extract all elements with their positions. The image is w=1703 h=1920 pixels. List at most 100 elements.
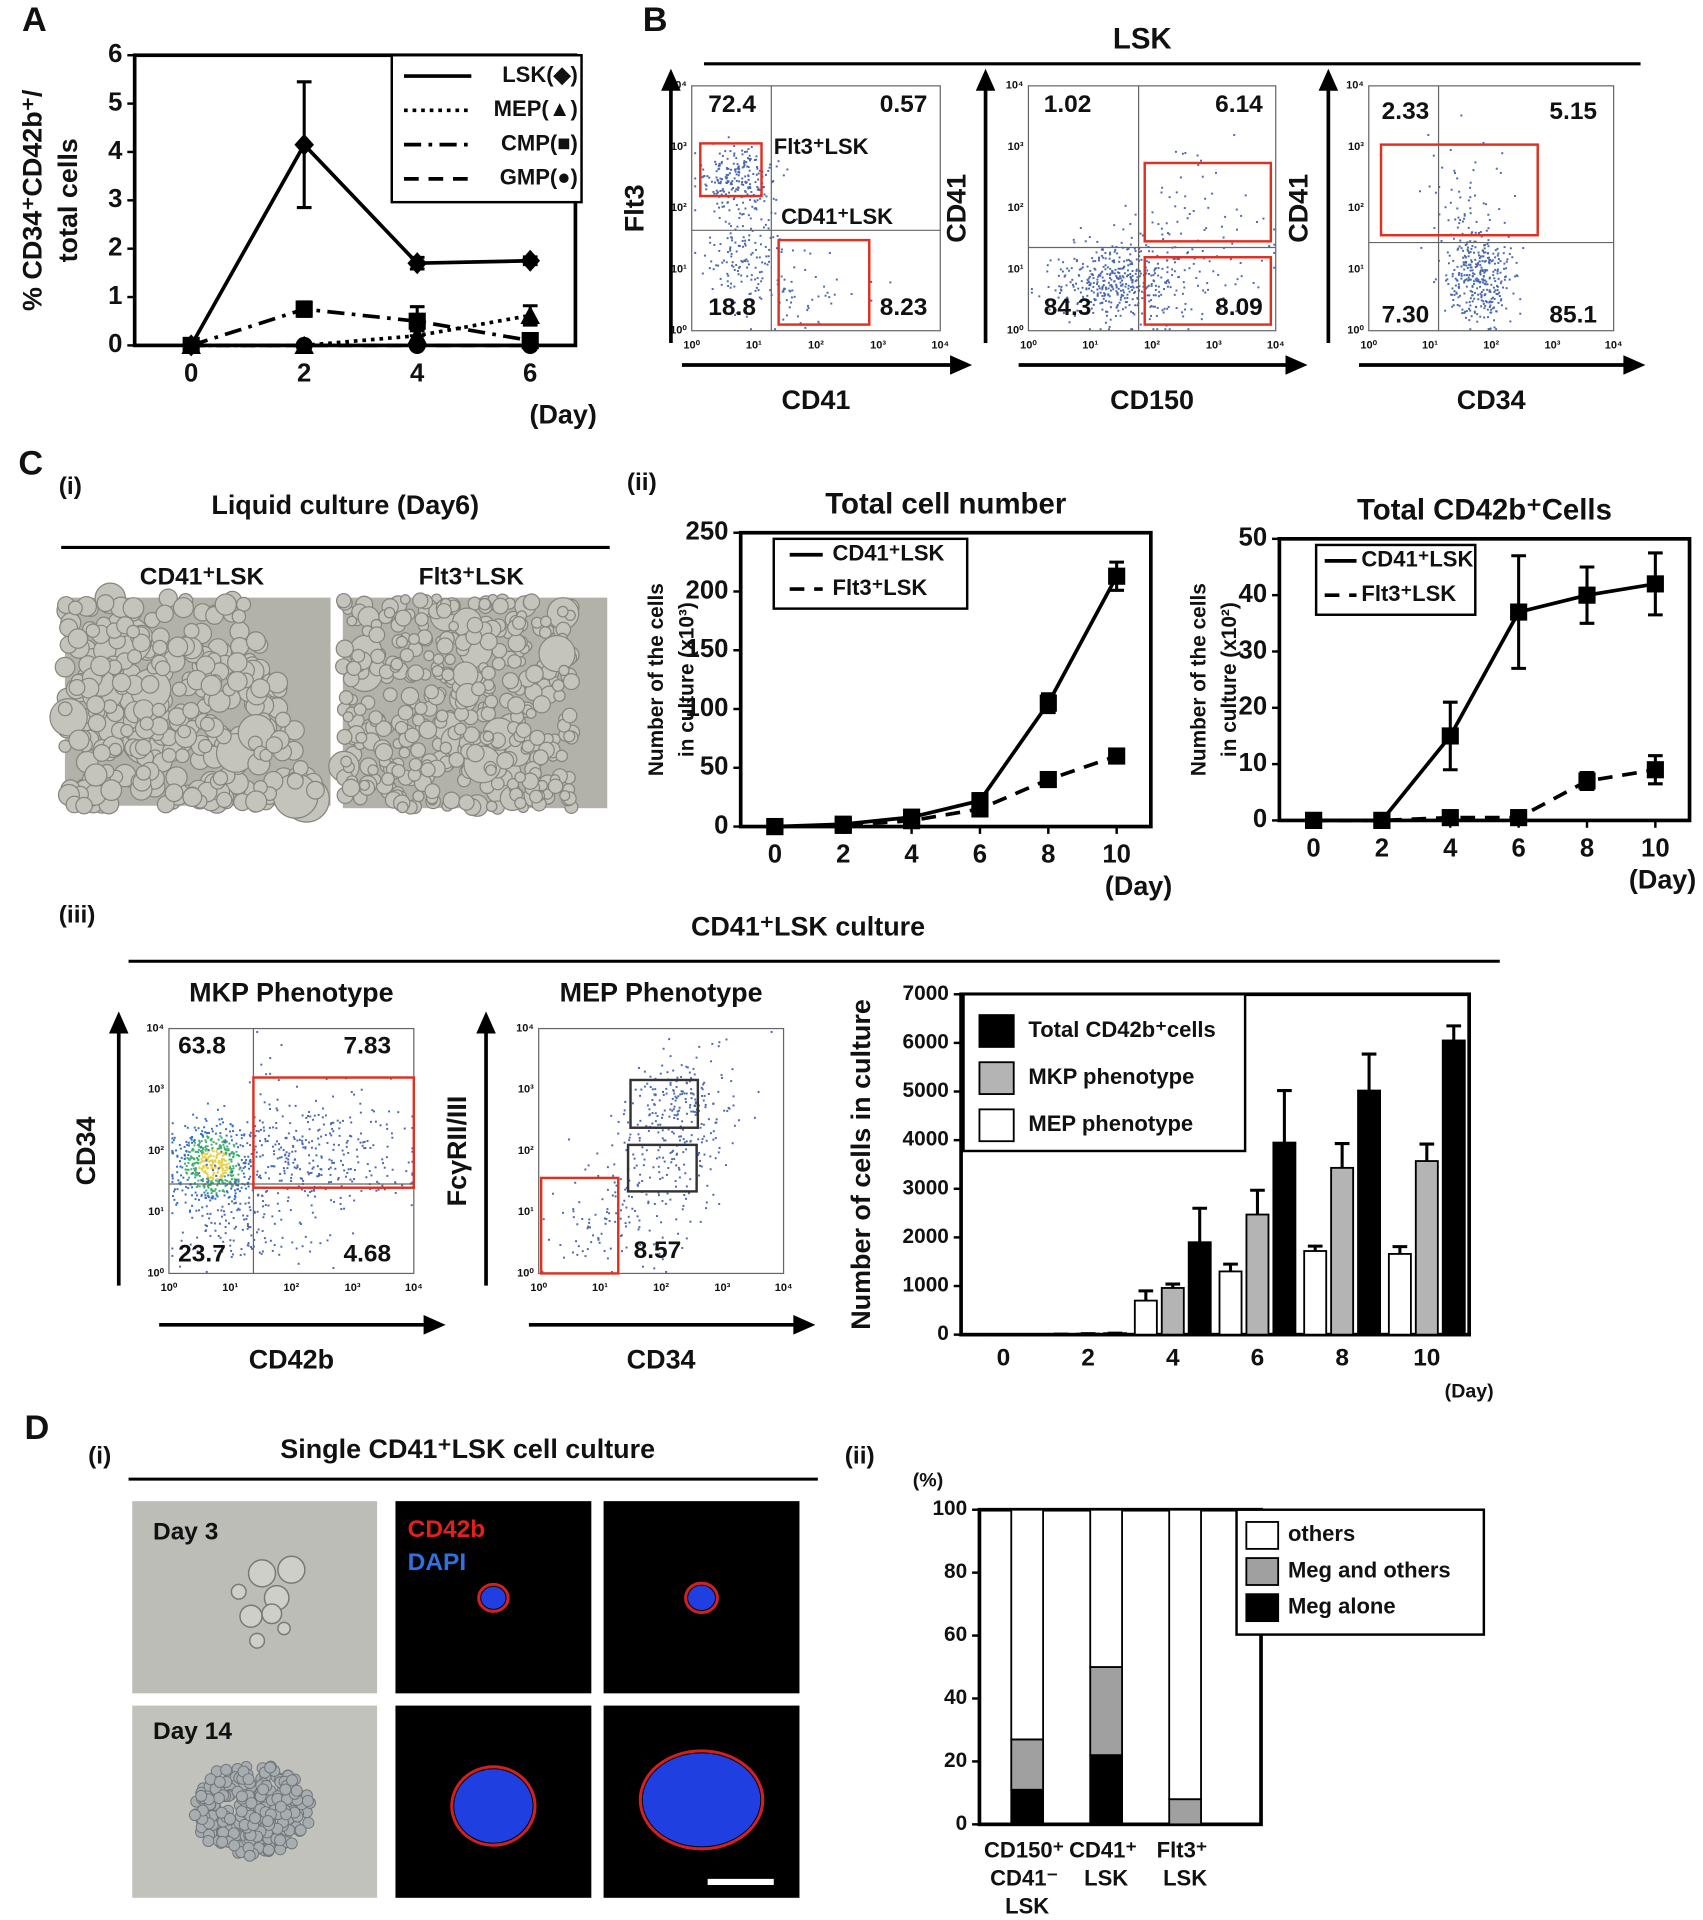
cell [425, 685, 439, 699]
event-dot [755, 249, 757, 251]
section-title: Single CD41⁺LSK cell culture [280, 1434, 655, 1464]
event-dot [367, 1163, 369, 1165]
data-point [522, 337, 539, 354]
event-dot [305, 1139, 307, 1141]
event-dot [276, 1107, 278, 1109]
event-dot [1074, 258, 1076, 260]
event-dot [211, 1128, 213, 1130]
event-dot [260, 1093, 262, 1095]
event-dot [318, 1144, 320, 1146]
event-dot [1459, 240, 1461, 242]
event-dot [1123, 266, 1125, 268]
event-dot [1079, 269, 1081, 271]
event-dot [783, 174, 785, 176]
event-dot [727, 285, 729, 287]
event-dot [285, 1157, 287, 1159]
y-tick-label: 6000 [903, 1030, 949, 1053]
event-dot [223, 1146, 225, 1148]
event-dot [726, 1038, 728, 1040]
event-dot [224, 1175, 226, 1177]
event-dot [755, 267, 757, 269]
event-dot [760, 218, 762, 220]
event-dot [1453, 170, 1455, 172]
event-dot [703, 1082, 705, 1084]
event-dot [1086, 282, 1088, 284]
event-dot [1160, 276, 1162, 278]
event-dot [1060, 290, 1062, 292]
data-point [1305, 812, 1322, 829]
event-dot [229, 1245, 231, 1247]
event-dot [728, 223, 730, 225]
event-dot [1136, 258, 1138, 260]
event-dot [188, 1151, 190, 1153]
event-dot [759, 198, 761, 200]
event-dot [235, 1165, 237, 1167]
data-point [1442, 809, 1459, 826]
event-dot [304, 1190, 306, 1192]
quadrant-value: 63.8 [178, 1032, 226, 1059]
bar [1273, 1143, 1295, 1335]
event-dot [180, 1148, 182, 1150]
event-dot [768, 249, 770, 251]
cell [485, 695, 498, 708]
event-dot [1493, 277, 1495, 279]
event-dot [332, 1130, 334, 1132]
cell [168, 637, 188, 657]
event-dot [1106, 273, 1108, 275]
event-dot [330, 1134, 332, 1136]
event-dot [641, 1153, 643, 1155]
event-dot [347, 1140, 349, 1142]
event-dot [750, 328, 752, 330]
event-dot [765, 174, 767, 176]
event-dot [198, 1167, 200, 1169]
event-dot [218, 1119, 220, 1121]
event-dot [1488, 328, 1490, 330]
event-dot [1475, 232, 1477, 234]
event-dot [391, 1137, 393, 1139]
event-dot [243, 1167, 245, 1169]
event-dot [682, 1091, 684, 1093]
event-dot [588, 1164, 590, 1166]
event-dot [215, 1156, 217, 1158]
event-dot [1180, 233, 1182, 235]
cell [480, 633, 497, 650]
event-dot [715, 1121, 717, 1123]
event-dot [234, 1198, 236, 1200]
event-dot [1147, 294, 1149, 296]
cell [526, 665, 543, 682]
bar [1389, 1254, 1411, 1335]
event-dot [1451, 189, 1453, 191]
event-dot [342, 1164, 344, 1166]
event-dot [332, 1122, 334, 1124]
event-dot [804, 327, 806, 329]
event-dot [351, 1181, 353, 1183]
event-dot [1450, 294, 1452, 296]
event-dot [647, 1202, 649, 1204]
event-dot [1197, 155, 1199, 157]
cell [347, 616, 357, 626]
event-dot [673, 1108, 675, 1110]
cell [560, 791, 570, 801]
event-dot [258, 1228, 260, 1230]
legend-swatch [979, 1109, 1013, 1141]
event-dot [786, 168, 788, 170]
event-dot [319, 1129, 321, 1131]
cell [295, 1825, 306, 1836]
event-dot [289, 1122, 291, 1124]
event-dot [1099, 287, 1101, 289]
event-dot [764, 263, 766, 265]
cell [141, 676, 159, 694]
event-dot [1068, 321, 1070, 323]
event-dot [625, 1225, 627, 1227]
event-dot [288, 1132, 290, 1134]
cell [189, 1810, 200, 1821]
event-dot [297, 1165, 299, 1167]
event-dot [653, 1267, 655, 1269]
y-tick-label: 50 [1239, 524, 1268, 552]
event-dot [807, 305, 809, 307]
event-dot [765, 195, 767, 197]
event-dot [735, 264, 737, 266]
event-dot [233, 1144, 235, 1146]
event-dot [198, 1199, 200, 1201]
event-dot [1235, 283, 1237, 285]
